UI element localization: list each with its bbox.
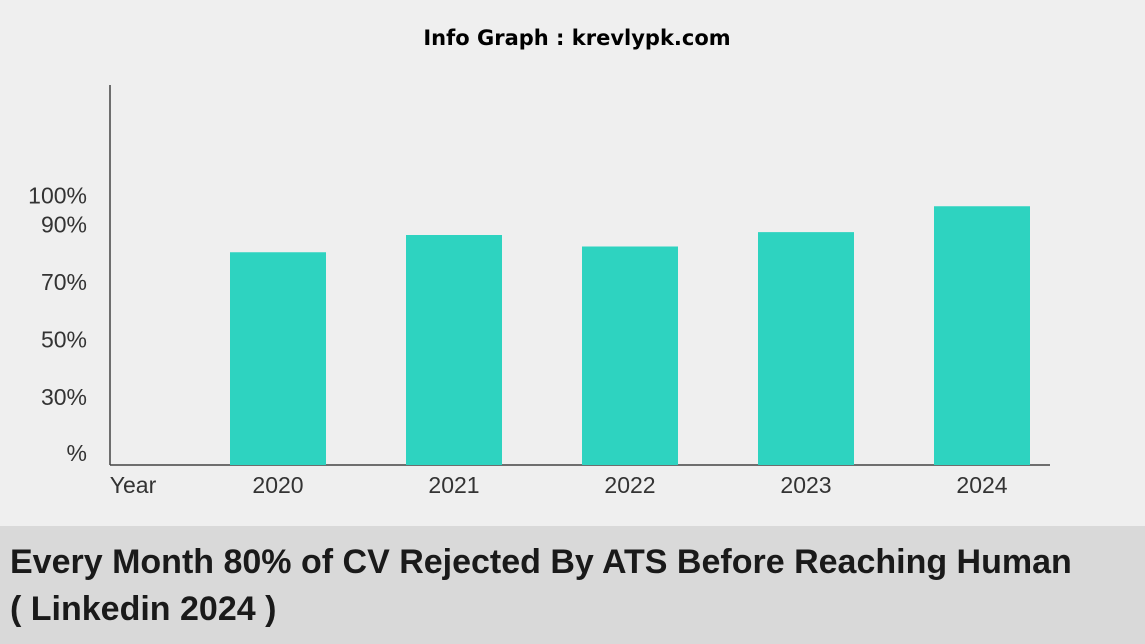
bar bbox=[582, 246, 678, 465]
x-tick-label: 2023 bbox=[780, 472, 831, 498]
caption-band bbox=[0, 526, 1145, 644]
x-tick-label: 2024 bbox=[956, 472, 1007, 498]
y-tick-label: 90% bbox=[41, 211, 87, 237]
bar bbox=[934, 206, 1030, 465]
y-tick-label: 50% bbox=[41, 326, 87, 352]
x-axis-label: Year bbox=[110, 472, 157, 498]
y-tick-label: 100% bbox=[28, 183, 87, 209]
chart-title: Info Graph : krevlypk.com bbox=[423, 26, 730, 50]
x-tick-label: 2022 bbox=[604, 472, 655, 498]
y-tick-label: 70% bbox=[41, 269, 87, 295]
caption-line: Every Month 80% of CV Rejected By ATS Be… bbox=[10, 543, 1072, 581]
y-axis-label: % bbox=[67, 440, 87, 466]
bar bbox=[758, 232, 854, 465]
caption-line: ( Linkedin 2024 ) bbox=[10, 590, 276, 628]
y-tick-label: 30% bbox=[41, 384, 87, 410]
x-tick-label: 2021 bbox=[428, 472, 479, 498]
bar bbox=[406, 235, 502, 465]
bar bbox=[230, 252, 326, 465]
x-tick-label: 2020 bbox=[252, 472, 303, 498]
